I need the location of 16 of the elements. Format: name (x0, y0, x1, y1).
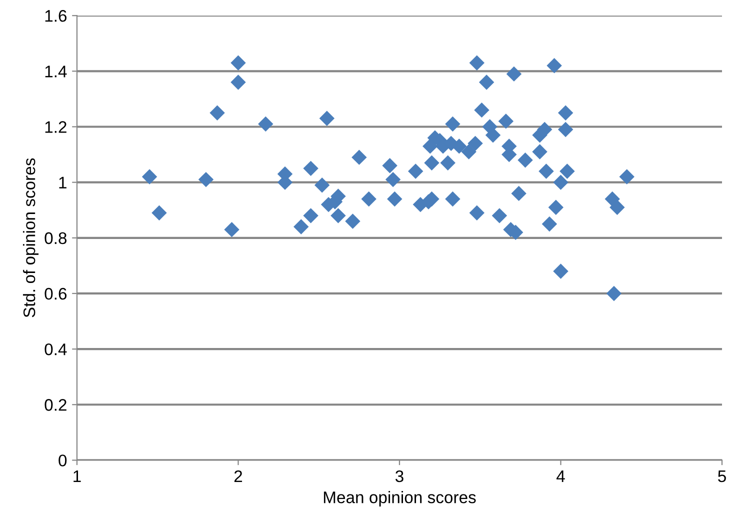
y-tick-label: 0.4 (44, 343, 67, 356)
y-tick-label: 1.6 (45, 10, 67, 22)
y-tick-label: 1 (59, 176, 66, 188)
x-tick-label: 4 (556, 470, 565, 482)
x-tick-label: 5 (718, 470, 726, 482)
x-tick-label: 1 (74, 470, 81, 482)
x-tick-label: 2 (234, 470, 242, 482)
y-tick-label: 0.2 (44, 399, 66, 411)
y-tick-label: 0.6 (44, 288, 67, 300)
y-tick-label: 0.8 (44, 232, 67, 244)
y-tick-label: 1.4 (45, 66, 67, 78)
x-axis-title: Mean opinion scores (324, 491, 476, 507)
y-tick-label: 0 (58, 454, 67, 466)
y-axis-title: Std. of opinion scores (22, 158, 39, 318)
x-tick-label: 3 (395, 470, 404, 482)
y-tick-label: 1.2 (45, 121, 66, 133)
